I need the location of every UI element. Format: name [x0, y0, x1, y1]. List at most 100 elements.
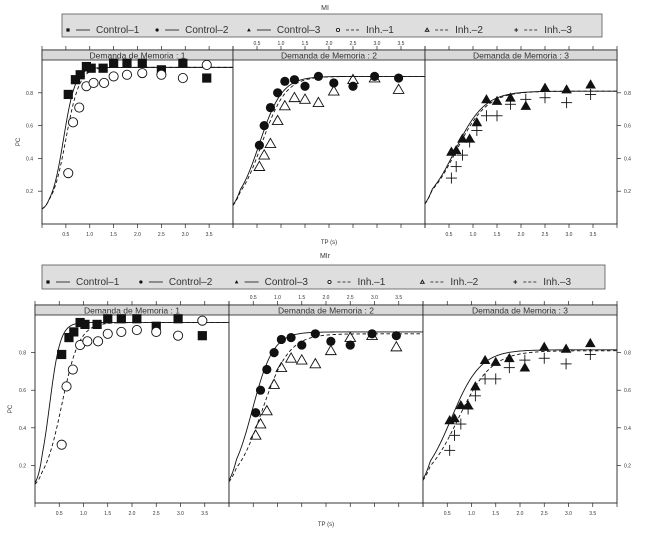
open-triangle-marker — [344, 331, 357, 342]
filled-circle-marker — [367, 329, 377, 339]
open-circle-marker — [335, 27, 341, 33]
open-triangle-marker — [285, 352, 298, 363]
x-tick-label-top: 2.5 — [350, 41, 357, 47]
filled-circle-marker — [326, 336, 336, 346]
legend-item-control-1: Control–1 — [46, 277, 120, 288]
filled-triangle-marker — [247, 28, 251, 32]
open-circle-marker — [327, 279, 332, 285]
filled-circle-marker — [254, 140, 264, 150]
legend-label: Control–1 — [76, 277, 120, 288]
filled-triangle-marker — [457, 133, 468, 143]
square-marker — [92, 319, 102, 329]
legend-label: Control–2 — [185, 25, 229, 36]
filled-triangle-marker — [585, 79, 596, 89]
open-circle-marker — [67, 364, 78, 375]
filled-triangle-marker — [481, 94, 492, 104]
strip-label: Demanda de Memoria : 2 — [278, 306, 374, 316]
x-tick-label: 2.0 — [134, 232, 141, 238]
legend-label: Inh.–1 — [358, 277, 386, 288]
panel-3: Demanda de Memoria : 3 0.5 1.0 1.5 2.0 2.5 3.0… — [422, 301, 631, 517]
panel-1: Demanda de Memoria : 1 0.5 1.0 1.5 2.0 2.5 3.0… — [19, 301, 230, 517]
open-triangle-marker — [253, 160, 266, 171]
open-triangle-marker — [275, 361, 288, 372]
y-tick-label-right: 0.4 — [624, 426, 631, 432]
open-triangle-marker — [260, 404, 273, 416]
fit-curve-control-1 — [34, 322, 229, 483]
open-circle-marker — [108, 71, 119, 82]
fit-curve-inh-3 — [422, 350, 617, 481]
strip-label: Demanda de Memoria : 1 — [90, 51, 186, 61]
x-tick-label: 3.0 — [565, 511, 572, 517]
filled-circle-marker — [391, 331, 401, 341]
open-circle-marker — [93, 336, 104, 347]
square-marker — [69, 327, 79, 337]
open-circle-marker — [121, 69, 133, 80]
legend-item-inh-2: Inh.–2 — [419, 277, 479, 288]
open-circle-marker — [102, 328, 113, 339]
open-triangle-marker — [327, 84, 340, 96]
square-marker — [81, 61, 92, 72]
x-tick-label-top: 0.5 — [254, 41, 261, 47]
x-tick-label: 3.5 — [201, 511, 208, 517]
open-circle-marker — [67, 117, 79, 128]
x-tick-label: 2.5 — [542, 232, 549, 238]
square-marker — [151, 321, 161, 331]
figure-mi: MI Control–1 Control–2 Control–3 Inh.–1 Inh.–… — [16, 5, 631, 246]
open-triangle-marker — [295, 353, 308, 365]
filled-triangle-marker — [505, 92, 516, 102]
y-tick-label: 0.6 — [19, 388, 26, 394]
y-tick-label-right: 0.8 — [624, 351, 631, 357]
series-control-2 — [254, 71, 404, 150]
square-marker — [197, 331, 207, 341]
legend-label: Inh.–2 — [450, 277, 478, 288]
fit-curves — [34, 322, 229, 485]
strip-label: Demanda de Memoria : 3 — [472, 306, 568, 316]
legend-box — [61, 13, 603, 38]
series-inh-3 — [444, 348, 596, 456]
filled-triangle-marker — [504, 352, 515, 363]
x-tick-label-top: 1.0 — [278, 41, 285, 47]
legend-item-inh-1: Inh.–1 — [335, 25, 394, 36]
filled-triangle-marker — [560, 343, 572, 353]
y-tick-label: 0.2 — [19, 463, 26, 469]
filled-circle-marker — [259, 121, 269, 131]
x-tick-label: 2.0 — [518, 232, 525, 238]
x-tick-label: 1.5 — [492, 511, 499, 517]
series-inh-1 — [56, 315, 208, 450]
legend-item-control-3: Control–3 — [234, 277, 309, 288]
series-control-3 — [446, 79, 596, 156]
filled-triangle-marker — [520, 100, 532, 110]
open-circle-marker — [61, 381, 72, 392]
open-triangle-marker — [298, 93, 312, 104]
square-marker — [46, 280, 50, 284]
series-inh-1 — [63, 59, 212, 179]
x-tick-label-top: 0.5 — [250, 295, 257, 301]
strip-label: Demanda de Memoria : 3 — [473, 51, 569, 61]
fit-curves — [41, 66, 233, 210]
series-control-2 — [251, 329, 401, 418]
legend: Control–1 Control–2 Control–3 Inh.–1 Inh.–2 I… — [61, 13, 603, 38]
x-tick-label: 2.0 — [129, 511, 136, 517]
x-tick-label: 3.0 — [177, 511, 184, 517]
open-triangle-marker — [258, 148, 271, 160]
panel-frame — [424, 49, 618, 225]
filled-triangle-marker — [234, 280, 239, 284]
series-control-3 — [444, 337, 596, 425]
square-marker — [70, 75, 81, 85]
open-triangle-marker — [264, 137, 277, 149]
x-tick-label: 1.0 — [468, 511, 475, 517]
fit-curves — [228, 331, 423, 483]
open-triangle-marker — [424, 27, 430, 32]
open-circle-marker — [156, 69, 167, 80]
legend-label: Control–2 — [169, 277, 213, 288]
filled-circle-marker — [300, 81, 310, 91]
filled-circle-marker — [310, 329, 320, 339]
y-tick-label-right: 0.2 — [624, 189, 631, 195]
open-triangle-marker — [366, 329, 379, 341]
open-circle-marker — [56, 439, 67, 450]
y-tick-label-right: 0.6 — [624, 124, 631, 130]
x-tick-label: 1.5 — [494, 232, 501, 238]
x-tick-label: 1.0 — [470, 232, 477, 238]
legend-label: Control–3 — [265, 277, 309, 288]
square-marker — [66, 28, 70, 32]
